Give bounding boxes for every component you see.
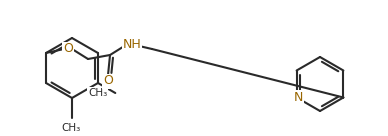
Text: CH₃: CH₃ [61, 123, 81, 133]
Text: O: O [103, 75, 113, 87]
Text: CH₃: CH₃ [88, 88, 107, 98]
Text: NH: NH [123, 38, 141, 52]
Text: N: N [294, 91, 303, 104]
Text: O: O [63, 42, 73, 55]
